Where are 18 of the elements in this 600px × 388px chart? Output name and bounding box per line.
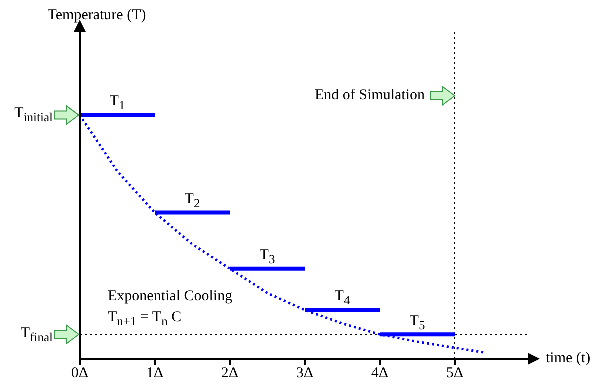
annotation: Exponential Cooling [108, 288, 233, 304]
ref-line-label: T$_{final}$ [20, 324, 53, 344]
x-tick-label: 1Δ [146, 366, 164, 382]
series-label: T$_{4}$ [334, 288, 350, 308]
series-label: T$_{1}$ [110, 94, 126, 113]
ref-line-label: End of Simulation [315, 88, 425, 104]
x-tick-label: 3Δ [296, 366, 314, 382]
annotation: T$_{initial}$ [14, 106, 53, 125]
x-tick-label: 5Δ [446, 366, 464, 382]
series-label: T$_{5}$ [410, 312, 426, 332]
series-label: T$_{2}$ [184, 191, 200, 210]
x-tick-label: 0Δ [71, 366, 89, 382]
x-axis-title: time (t) [546, 350, 591, 366]
x-tick-label: 2Δ [221, 366, 239, 382]
annotation: T$_{n+1}$ = T$_{n}$ C [108, 309, 182, 328]
text: Temperature (T) [48, 8, 146, 24]
x-tick-label: 4Δ [371, 366, 389, 382]
series-label: T$_{3}$ [260, 247, 276, 266]
